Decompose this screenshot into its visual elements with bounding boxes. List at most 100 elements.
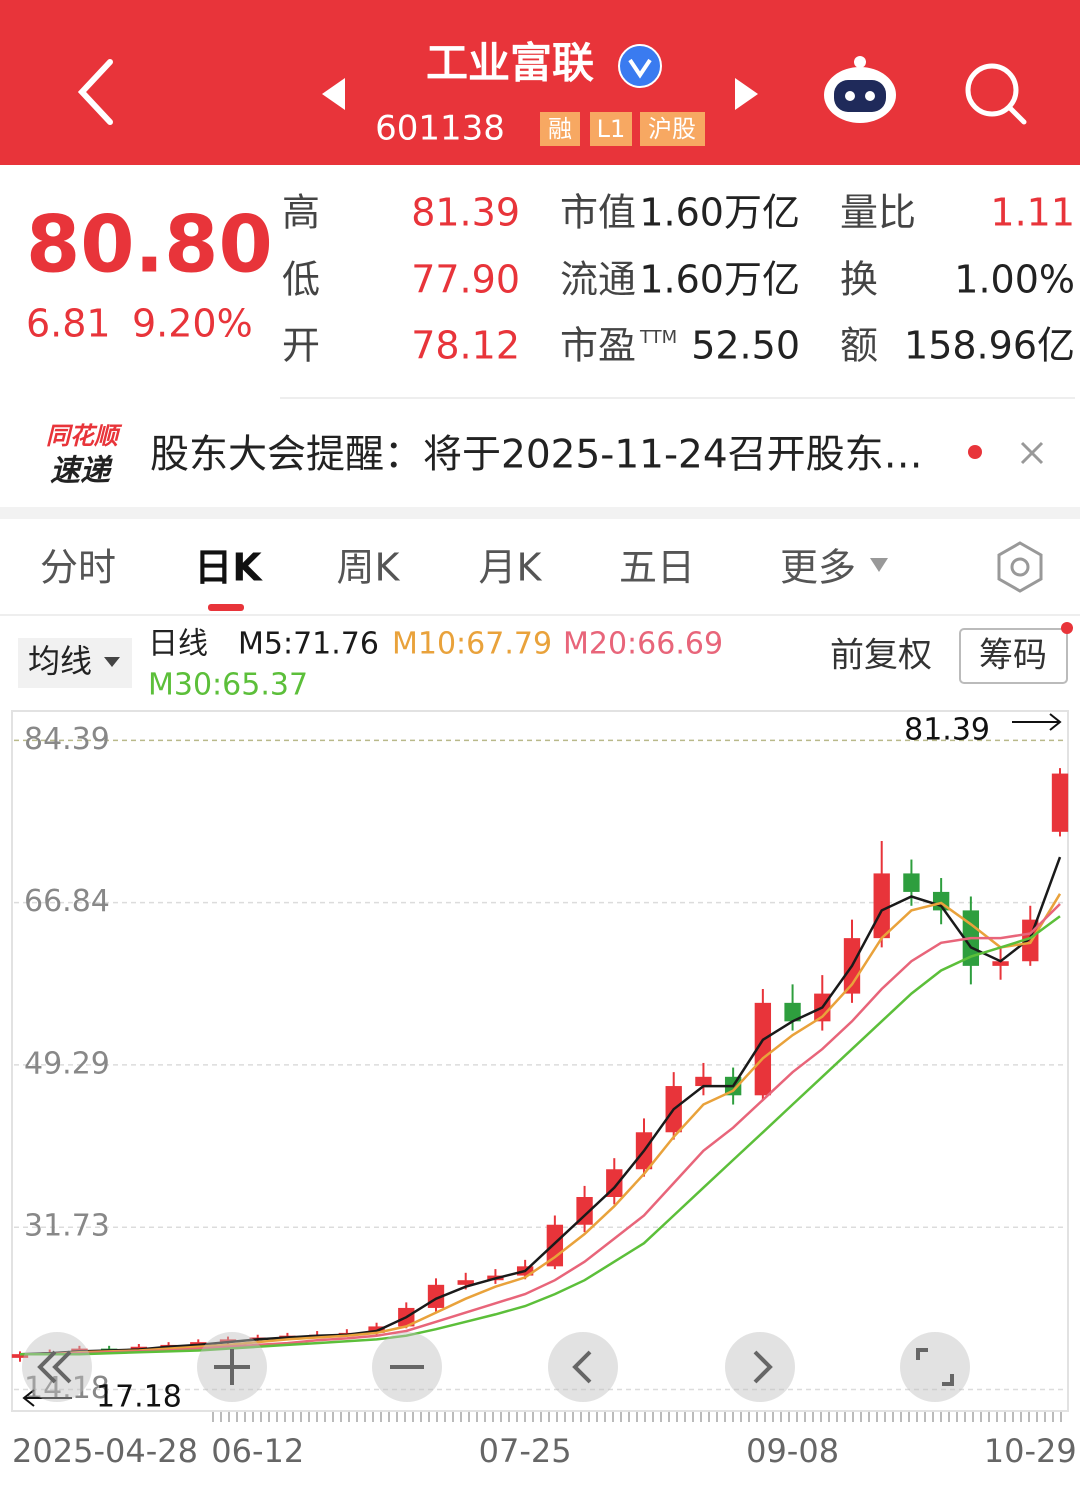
candle-body [1051, 773, 1069, 832]
candle-body [695, 1076, 712, 1087]
ma-value: M30:65.37 [148, 668, 308, 703]
next-stock[interactable] [735, 78, 758, 110]
chart: 84.3966.8449.2931.7314.182025-04-2806-12… [11, 713, 1077, 1470]
tag: 融 [548, 115, 572, 143]
stat-value: 1.60万亿 [639, 191, 800, 235]
candle-body [11, 1354, 29, 1358]
tab-underline [208, 604, 244, 611]
ma-line [20, 915, 1061, 1356]
candle-body [992, 961, 1009, 966]
candle-body [546, 1224, 564, 1267]
stock-name: 工业富联 [426, 39, 594, 88]
stat-label: 流通 [560, 258, 636, 302]
stat-label: 开 [282, 324, 320, 368]
candle-body [754, 1002, 772, 1096]
stat-value: 77.90 [411, 258, 520, 302]
ma-value: M20:66.69 [563, 627, 723, 662]
step-forward[interactable] [725, 1332, 795, 1402]
x-tick-label: 06-12 [211, 1432, 304, 1470]
search-button[interactable] [965, 63, 1027, 125]
control-icons [37, 1348, 954, 1386]
ma-line [19, 856, 1062, 1356]
stat-label: 换 [840, 258, 878, 302]
candle-body [903, 873, 920, 892]
tab[interactable]: 五日 [619, 546, 695, 590]
y-tick-label: 49.29 [24, 1046, 110, 1081]
tag: 沪股 [648, 115, 696, 143]
stock-code: 601138 [375, 109, 505, 149]
stat-label: 高 [282, 191, 320, 235]
min-label: 17.18 [96, 1380, 182, 1415]
candle-body [130, 1346, 148, 1350]
settings-button [1010, 557, 1030, 577]
plot-frame [11, 710, 1069, 1412]
candle-body [190, 1342, 207, 1345]
tab[interactable]: 日K [194, 546, 263, 590]
chips-button[interactable] [959, 628, 1068, 684]
price: 80.80 [26, 200, 273, 290]
period: 日线 [148, 627, 208, 662]
ma-value: M10:67.79 [392, 627, 552, 662]
notice-source: 速递 [50, 454, 113, 489]
stat-value: 81.39 [411, 191, 520, 235]
ma-line [20, 903, 1061, 1356]
min-arrow [22, 1389, 72, 1407]
verified-check [628, 58, 652, 79]
notice-source: 同花顺 [46, 422, 123, 450]
adjust-mode[interactable]: 前复权 [830, 636, 932, 676]
section-gap [0, 507, 1080, 519]
tab[interactable]: 更多 [780, 546, 856, 590]
stat-value: 1.00% [954, 258, 1075, 302]
stat-value: 78.12 [411, 324, 520, 368]
more-arrow [870, 558, 888, 572]
x-tick-label: 09-08 [746, 1432, 839, 1470]
x-tick-label: 07-25 [479, 1432, 572, 1470]
tab[interactable]: 周K [337, 546, 401, 590]
stat-label-sup: TTM [639, 327, 677, 348]
settings-button[interactable] [997, 541, 1043, 593]
prev-stock[interactable] [322, 78, 345, 110]
unread-dot [968, 445, 982, 459]
ma-selector-arrow [104, 657, 120, 667]
chips-button-label: 筹码 [979, 636, 1047, 676]
back-button[interactable] [77, 59, 113, 125]
stat-label: 量比 [840, 191, 916, 235]
max-arrow [1012, 713, 1062, 731]
max-label: 81.39 [904, 713, 990, 748]
change-pct: 9.20% [132, 302, 253, 346]
candle-body [873, 873, 890, 939]
tab[interactable]: 月K [479, 546, 543, 590]
candle-body [784, 1002, 801, 1022]
ma-selector-label: 均线 [28, 642, 92, 680]
stat-value: 1.11 [990, 191, 1075, 235]
stat-label: 市值 [560, 191, 636, 235]
tag-box [640, 112, 705, 146]
close-notice[interactable] [1020, 441, 1044, 465]
candle-body [219, 1339, 237, 1343]
tag-box [540, 112, 580, 146]
tabs: 分时 日K 周K 月K 五日 更多 [40, 546, 856, 590]
tags: 融 L1 沪股 [540, 112, 705, 146]
x-tick-label: 10-29 [984, 1432, 1077, 1470]
tag: L1 [597, 115, 626, 143]
tag-box [590, 112, 632, 146]
fullscreen[interactable] [900, 1332, 970, 1402]
step-back[interactable] [548, 1332, 618, 1402]
unread-dot [1061, 622, 1073, 634]
y-tick-label: 84.39 [24, 722, 110, 757]
change: 6.81 [26, 302, 111, 346]
tab[interactable]: 分时 [40, 546, 116, 590]
robot-icon[interactable] [824, 56, 896, 123]
notice-text[interactable]: 股东大会提醒：将于2025-11-24召开股东… [150, 433, 923, 478]
stat-label: 市盈 [560, 324, 636, 368]
x-tick-label: 2025-04-28 [12, 1432, 198, 1470]
ma-value: M5:71.76 [238, 627, 379, 662]
stat-label: 额 [840, 324, 878, 368]
verified-badge [618, 44, 662, 88]
y-tick-label: 66.84 [24, 884, 110, 919]
stat-value: 158.96亿 [904, 324, 1075, 368]
y-tick-label: 31.73 [24, 1209, 110, 1244]
candle-body [457, 1280, 474, 1285]
